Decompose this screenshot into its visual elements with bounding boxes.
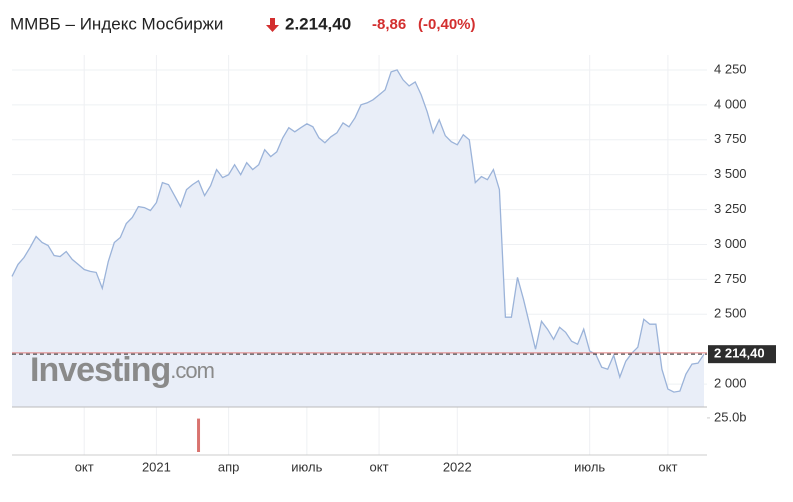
watermark-brand: Investing	[30, 351, 170, 389]
x-tick-label: окт	[658, 459, 677, 474]
y-tick-label: 2 500	[714, 306, 747, 321]
chart-title: ММВБ – Индекс Мосбиржи	[10, 14, 223, 33]
volume-bar	[197, 418, 201, 452]
x-tick-label: окт	[370, 459, 389, 474]
x-tick-label: июль	[574, 459, 605, 474]
y-tick-label: 3 250	[714, 201, 747, 216]
x-tick-label: апр	[218, 459, 240, 474]
watermark-suffix: .com	[170, 358, 214, 383]
y-tick-label: 2 750	[714, 271, 747, 286]
area-fill	[12, 69, 704, 408]
y-tick-label: 3 750	[714, 131, 747, 146]
price: 2.214,40	[285, 14, 351, 33]
watermark: Investing.com	[30, 351, 214, 389]
y-tick-label: 4 000	[714, 96, 747, 111]
last-price-box	[708, 345, 776, 364]
down-arrow	[266, 18, 279, 32]
y-tick-label: 4 250	[714, 61, 747, 76]
x-tick-label: июль	[291, 459, 322, 474]
change-pct: (-0,40%)	[418, 16, 476, 33]
volume-tick-label: 25.0b	[714, 409, 747, 424]
x-tick-label: 2021	[142, 459, 171, 474]
last-price-label: 2 214,40	[714, 346, 765, 361]
y-tick-label: 3 500	[714, 166, 747, 181]
price-line	[11, 69, 705, 393]
x-tick-label: 2022	[443, 459, 472, 474]
change: -8,86	[372, 16, 406, 33]
x-tick-label: окт	[75, 459, 94, 474]
y-tick-label: 3 000	[714, 236, 747, 251]
y-tick-label: 2 000	[714, 376, 747, 391]
